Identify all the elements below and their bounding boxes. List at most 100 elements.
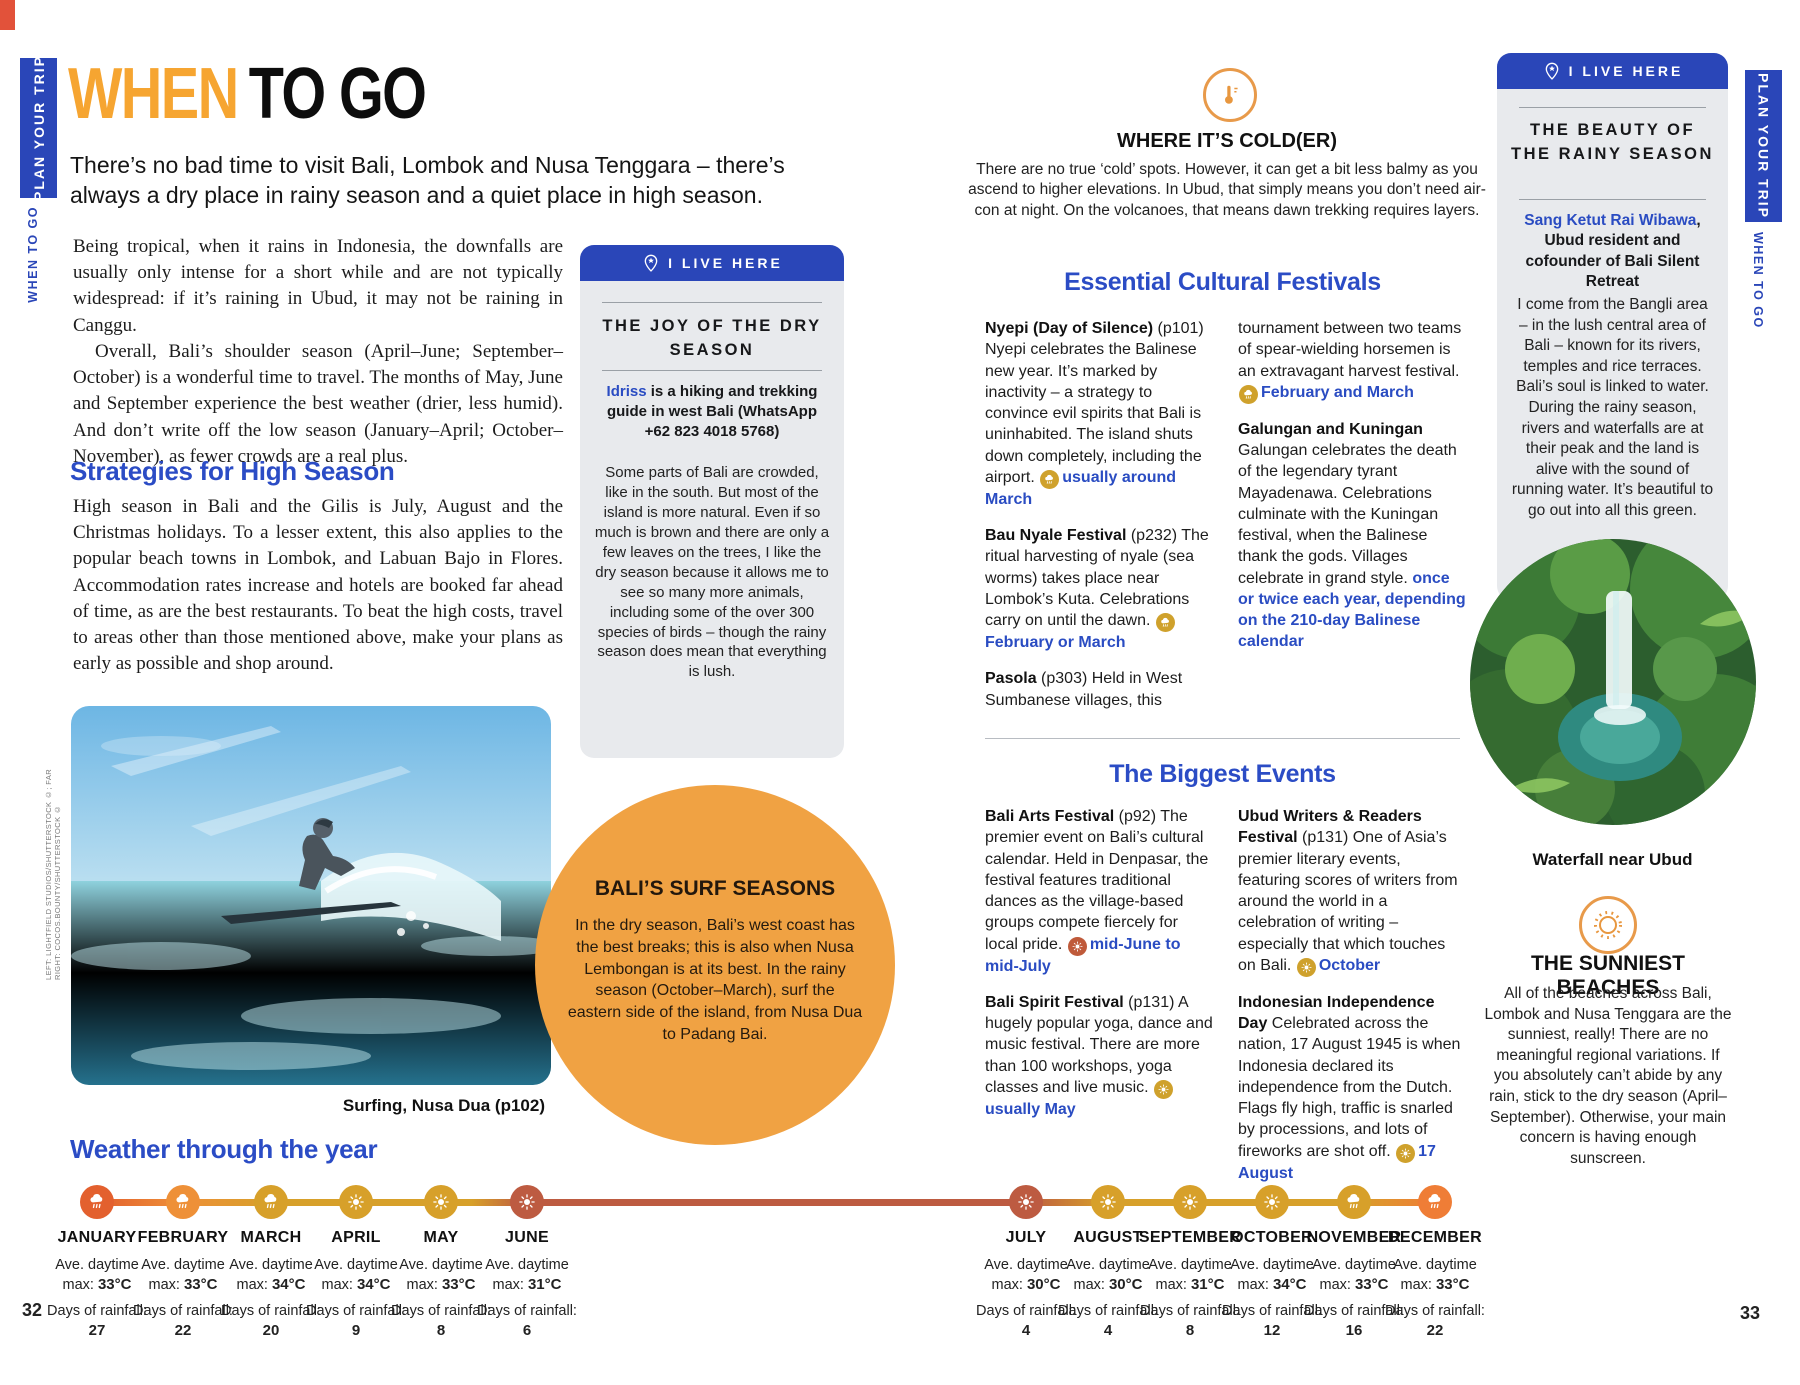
rain-date-icon bbox=[1155, 613, 1175, 633]
rain-icon bbox=[1418, 1185, 1452, 1219]
sunniest-title: THE SUNNIEST BEACHES bbox=[1530, 952, 1685, 999]
sun-date-icon bbox=[1296, 957, 1316, 977]
month-january: JANUARY Ave. daytime max: 33°C Days of ra… bbox=[39, 1185, 155, 1348]
sun-icon bbox=[1009, 1185, 1043, 1219]
festival-galungan: Galungan and Kuningan Galungan celebrate… bbox=[1238, 420, 1466, 651]
sun-icon bbox=[1579, 896, 1637, 954]
page-title-accent: WHEN bbox=[68, 54, 239, 134]
rain-date-icon bbox=[1040, 469, 1060, 489]
rain-icon bbox=[80, 1185, 114, 1219]
festivals-column-2: tournament between two teams of spear-wi… bbox=[1238, 318, 1466, 668]
surf-seasons-body: In the dry season, Bali’s west coast has… bbox=[567, 917, 863, 1043]
section-divider bbox=[985, 738, 1460, 739]
festivals-heading: Essential Cultural Festivals bbox=[1064, 268, 1381, 296]
weather-heading: Weather through the year bbox=[70, 1134, 378, 1164]
live-here-card-dry-season: I LIVE HERE THE JOY OF THE DRY SEASON Id… bbox=[580, 245, 844, 758]
sun-icon bbox=[1173, 1185, 1207, 1219]
sun-date-icon bbox=[1154, 1079, 1174, 1099]
live-here-body: Some parts of Bali are crowded, like in … bbox=[594, 464, 830, 681]
event-independence-day: Indonesian Independence Day Celebrated a… bbox=[1238, 993, 1461, 1182]
month-july: JULY Ave. daytime max: 30°C Days of rainf… bbox=[968, 1185, 1084, 1348]
intro-paragraph-2: Overall, Bali’s shoulder season (April–J… bbox=[73, 340, 563, 467]
festivals-column-1: Nyepi (Day of Silence) (p101) Nyepi cele… bbox=[985, 318, 1213, 726]
right-section-tab: PLAN YOUR TRIP bbox=[1745, 70, 1782, 222]
colder-body: There are no true ‘cold’ spots. However,… bbox=[968, 161, 1486, 219]
rule bbox=[602, 302, 822, 303]
live-here-card-rainy-season: I LIVE HERE THE BEAUTY OF THE RAINY SEAS… bbox=[1497, 53, 1728, 600]
events-heading: The Biggest Events bbox=[1109, 760, 1336, 788]
festival-pasola: Pasola (p303) Held in West Sumbanese vil… bbox=[985, 670, 1183, 709]
sun-icon bbox=[424, 1185, 458, 1219]
sunniest-body: All of the beaches across Bali, Lombok a… bbox=[1484, 985, 1732, 1167]
sun-icon bbox=[1091, 1185, 1125, 1219]
page-number-right: 33 bbox=[1740, 1303, 1761, 1323]
contributor-name: Idriss bbox=[606, 383, 647, 400]
month-october: OCTOBER Ave. daytime max: 34°C Days of ra… bbox=[1214, 1185, 1330, 1348]
surfer-photo-illustration bbox=[71, 706, 551, 1085]
left-section-tab-label: PLAN YOUR TRIP bbox=[30, 55, 47, 201]
page-number-left: 32 bbox=[22, 1300, 43, 1320]
month-september: SEPTEMBER Ave. daytime max: 31°C Days of … bbox=[1132, 1185, 1248, 1348]
rule bbox=[1519, 199, 1706, 200]
sun-date-icon bbox=[1396, 1143, 1416, 1163]
page-title: WHEN TO GO bbox=[68, 58, 427, 130]
rain-icon bbox=[254, 1185, 288, 1219]
festival-pasola-continued: tournament between two teams of spear-wi… bbox=[1238, 318, 1466, 404]
event-bali-arts: Bali Arts Festival (p92) The premier eve… bbox=[985, 808, 1209, 975]
month-april: APRIL Ave. daytime max: 34°C Days of rain… bbox=[298, 1185, 414, 1348]
intro-paragraph-1: Being tropical, when it rains in Indones… bbox=[73, 236, 563, 336]
thermometer-icon bbox=[1203, 68, 1257, 122]
high-season-body: High season in Bali and the Gilis is Jul… bbox=[73, 496, 563, 675]
photo-caption: Surfing, Nusa Dua (p102) bbox=[342, 1096, 545, 1115]
rain-date-icon bbox=[1239, 384, 1258, 404]
live-here-badge: I LIVE HERE bbox=[580, 245, 844, 281]
live-here-badge: I LIVE HERE bbox=[1497, 53, 1728, 89]
surf-seasons-callout: BALI’S SURF SEASONS In the dry season, B… bbox=[535, 785, 895, 1145]
photo-credit: LEFT: LIGHTFIELD STUDIOS/SHUTTERSTOCK ©;… bbox=[44, 768, 62, 980]
live-here-contributor: Sang Ketut Rai Wibawa, Ubud resident and… bbox=[1513, 211, 1712, 293]
month-may: MAY Ave. daytime max: 33°C Days of rainfa… bbox=[383, 1185, 499, 1348]
events-column-1: Bali Arts Festival (p92) The premier eve… bbox=[985, 806, 1213, 1135]
high-season-heading: Strategies for High Season bbox=[70, 456, 395, 486]
festival-nyepi: Nyepi (Day of Silence) (p101) Nyepi cele… bbox=[985, 320, 1204, 508]
left-section-tab: PLAN YOUR TRIP bbox=[20, 55, 57, 201]
festival-bau-nyale: Bau Nyale Festival (p232) The ritual har… bbox=[985, 527, 1209, 652]
pin-star-icon bbox=[1545, 62, 1558, 80]
rain-icon bbox=[1337, 1185, 1371, 1219]
live-here-badge-label: I LIVE HERE bbox=[668, 255, 783, 271]
right-section-tab-label: PLAN YOUR TRIP bbox=[1755, 73, 1772, 219]
events-column-2: Ubud Writers & Readers Festival (p131) O… bbox=[1238, 806, 1466, 1199]
live-here-contributor: Idriss is a hiking and trekking guide in… bbox=[596, 382, 828, 441]
page-edge-mark bbox=[0, 0, 15, 30]
sun-icon bbox=[1255, 1185, 1289, 1219]
live-here-body: I come from the Bangli area – in the lus… bbox=[1511, 296, 1714, 520]
surfer-photo bbox=[71, 706, 551, 1085]
live-here-badge-label: I LIVE HERE bbox=[1568, 63, 1684, 79]
page-title-rest: TO GO bbox=[248, 54, 427, 134]
waterfall-caption: Waterfall near Ubud bbox=[1532, 850, 1693, 869]
contributor-role: , Ubud resident and cofounder of Bali Si… bbox=[1525, 212, 1701, 291]
contributor-name: Sang Ketut Rai Wibawa bbox=[1524, 212, 1697, 229]
event-bali-spirit: Bali Spirit Festival (p131) A hugely pop… bbox=[985, 993, 1213, 1118]
rule bbox=[1519, 107, 1706, 108]
live-here-title: THE JOY OF THE DRY SEASON bbox=[602, 317, 822, 359]
waterfall-photo bbox=[1470, 539, 1756, 825]
month-november: NOVEMBER Ave. daytime max: 33°C Days of r… bbox=[1296, 1185, 1412, 1348]
waterfall-photo-illustration bbox=[1470, 539, 1756, 825]
rule bbox=[602, 370, 822, 371]
standfirst: There’s no bad time to visit Bali, Lombo… bbox=[70, 152, 785, 209]
month-march: MARCH Ave. daytime max: 34°C Days of rain… bbox=[213, 1185, 329, 1348]
weather-timeline bbox=[97, 1199, 1435, 1206]
month-february: FEBRUARY Ave. daytime max: 33°C Days of r… bbox=[125, 1185, 241, 1348]
sun-icon bbox=[510, 1185, 544, 1219]
live-here-title: THE BEAUTY OF THE RAINY SEASON bbox=[1511, 121, 1714, 163]
left-chapter-tab-label: WHEN TO GO bbox=[26, 206, 40, 303]
month-june: JUNE Ave. daytime max: 31°C Days of rainf… bbox=[469, 1185, 585, 1348]
surf-seasons-title: BALI’S SURF SEASONS bbox=[594, 877, 836, 900]
colder-title: WHERE IT’S COLD(ER) bbox=[1117, 130, 1337, 152]
event-ubud-writers: Ubud Writers & Readers Festival (p131) O… bbox=[1238, 806, 1466, 977]
intro-paragraphs: Being tropical, when it rains in Indones… bbox=[73, 234, 563, 470]
month-august: AUGUST Ave. daytime max: 30°C Days of rai… bbox=[1050, 1185, 1166, 1348]
contributor-role: is a hiking and trekking guide in west B… bbox=[606, 383, 818, 440]
